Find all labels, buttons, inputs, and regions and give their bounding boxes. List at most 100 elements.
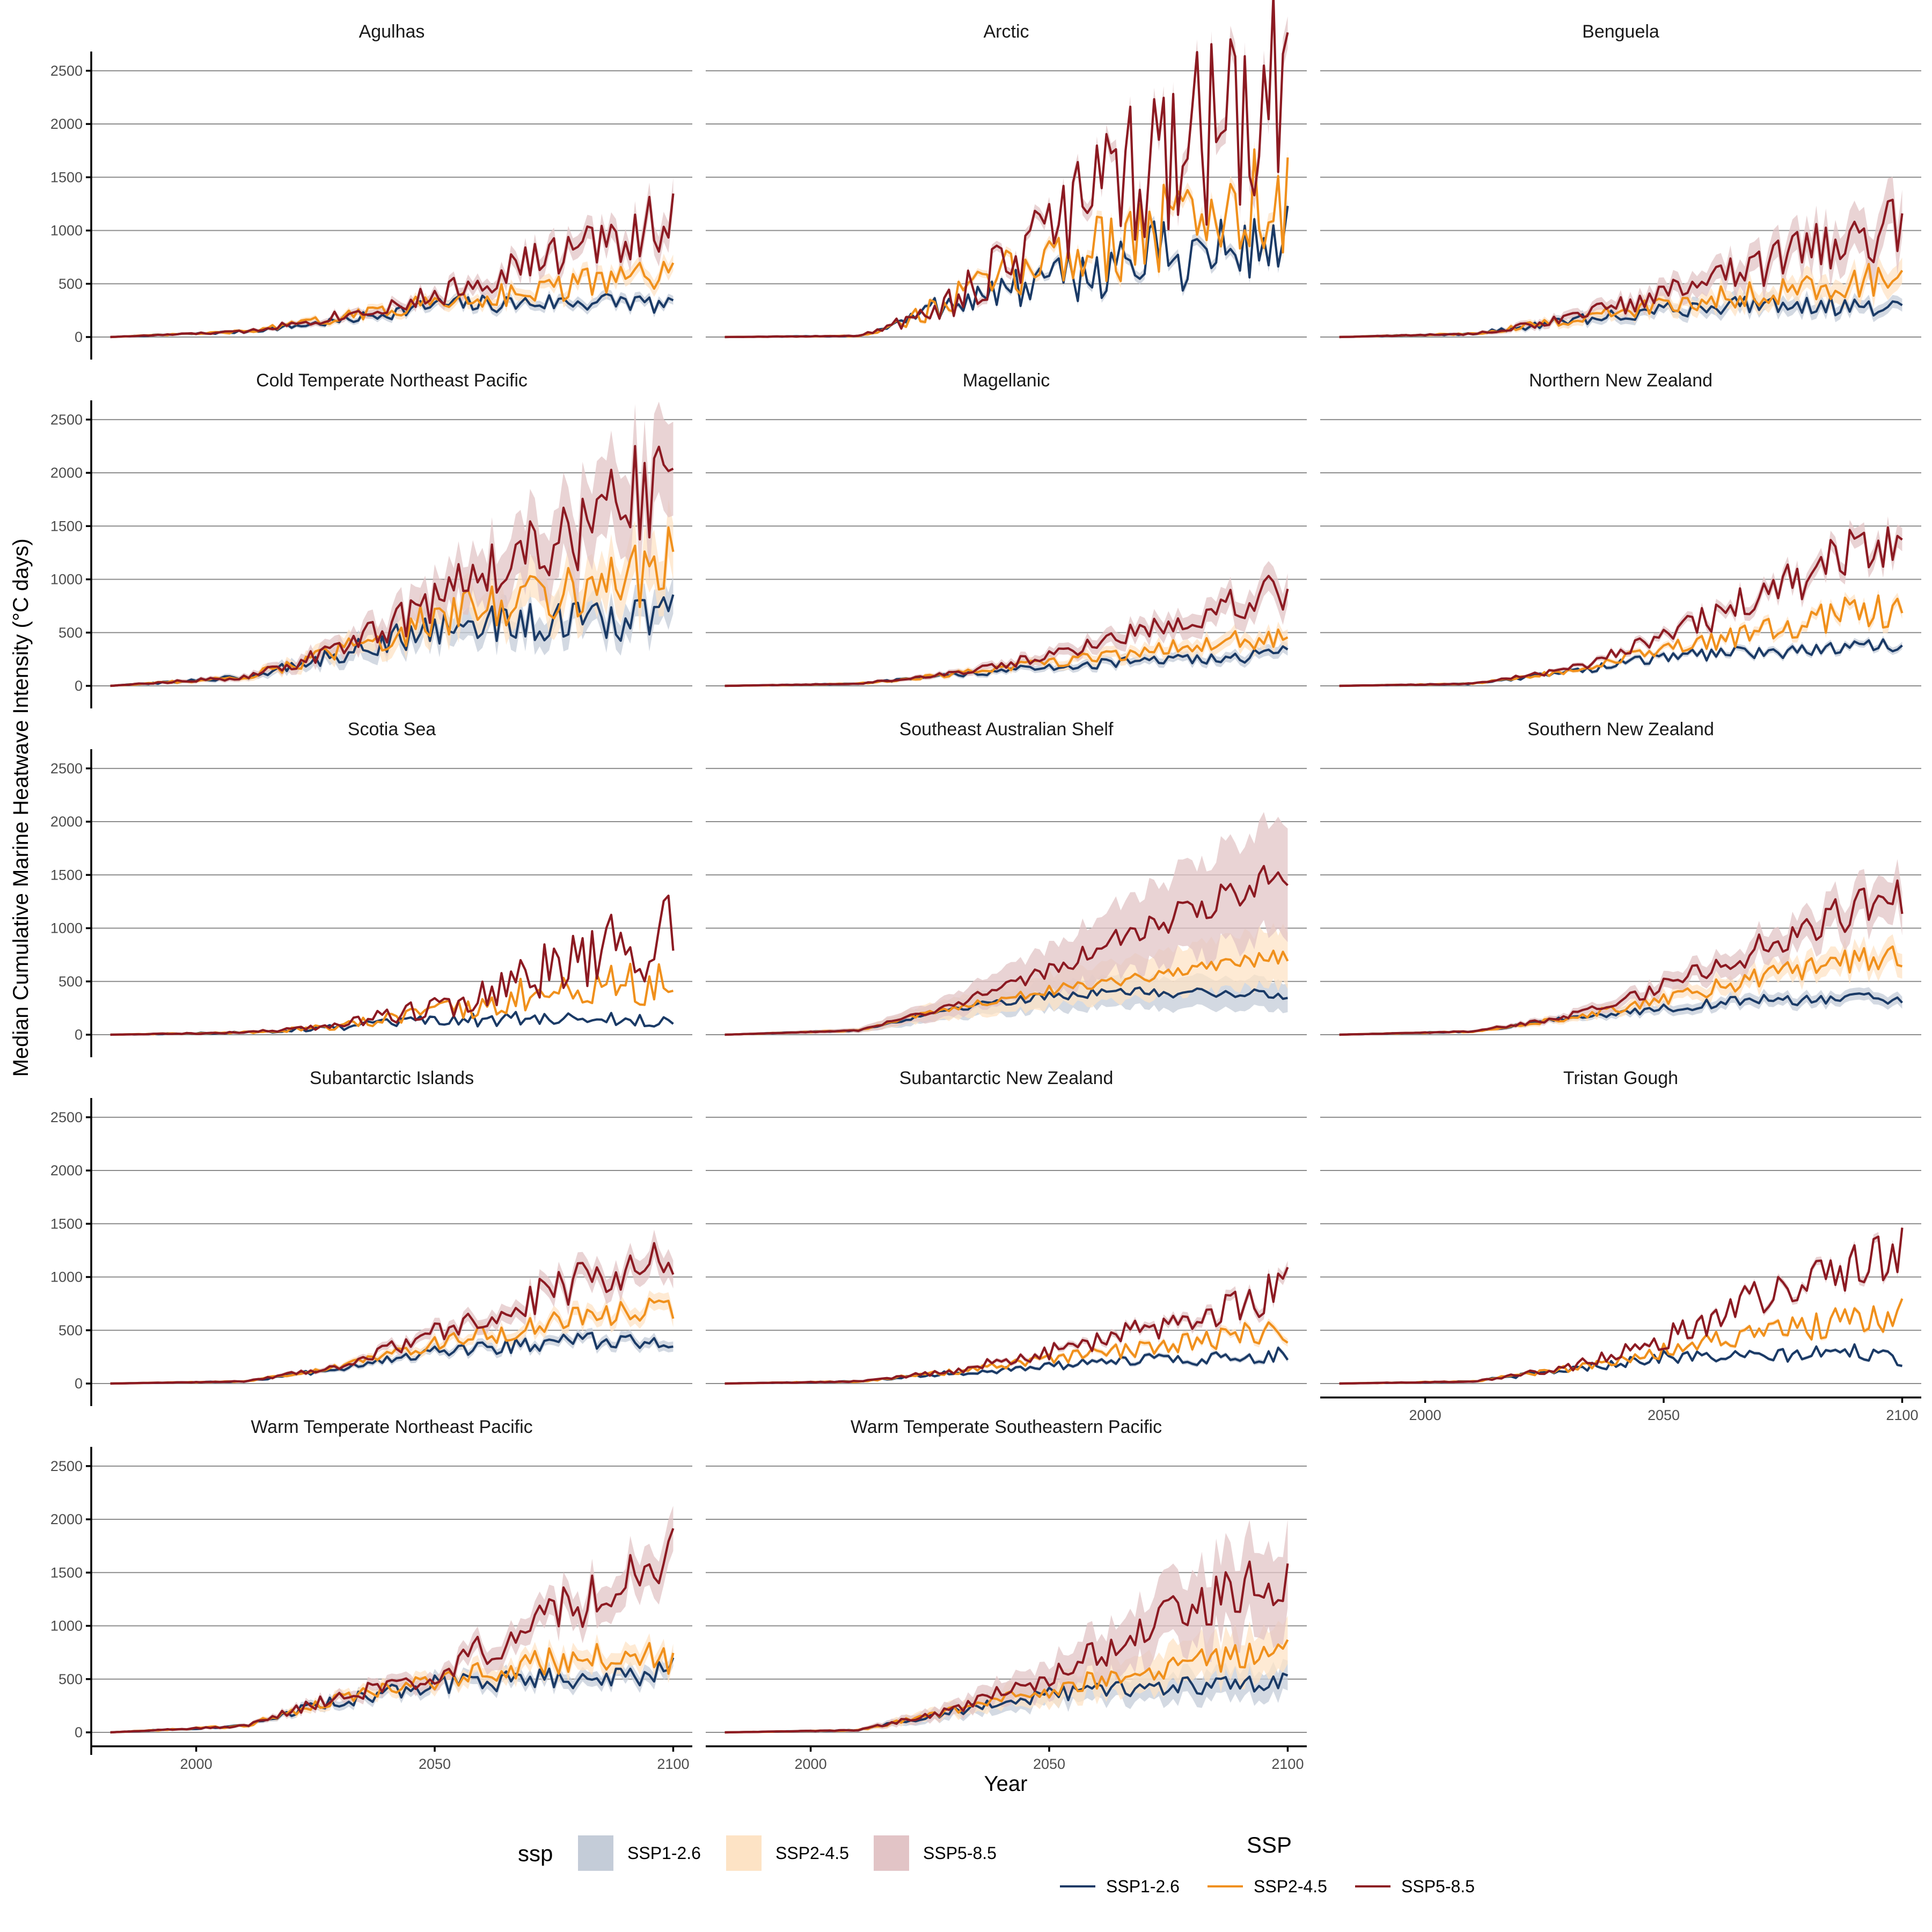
panel-cold-temperate-northeast-pacific: Cold Temperate Northeast Pacific 0 500 1000… [50,370,692,708]
y-tick-label: 0 [75,329,83,345]
y-tick-label: 2500 [50,1109,83,1125]
x-tick-label: 2050 [419,1756,451,1772]
panel-warm-temperate-northeast-pacific: Warm Temperate Northeast Pacific 0 500 1000… [50,1417,692,1772]
y-tick-label: 1500 [50,169,83,185]
legend-line-title: SSP [1247,1832,1292,1857]
y-tick-label: 2500 [50,760,83,777]
panel-title: Southeast Australian Shelf [899,719,1114,740]
series-line-ssp2-4.5 [724,1321,1289,1385]
y-tick-label: 500 [58,1322,83,1338]
panel-title: Northern New Zealand [1529,370,1713,391]
ribbon-ssp5-8.5 [1339,177,1902,337]
x-tick-label: 2000 [795,1756,827,1772]
y-axis-title: Median Cumulative Marine Heatwave Intens… [9,538,33,1077]
panel-agulhas: Agulhas 0 500 1000 1500 2000 2500 [50,21,692,360]
panel-benguela: Benguela [1320,21,1921,339]
legend-line-label: SSP1-2.6 [1106,1877,1180,1896]
panel-magellanic: Magellanic [706,370,1307,687]
series-line-ssp5-8.5 [110,1528,675,1734]
y-tick-label: 1500 [50,518,83,534]
panel-title: Subantarctic Islands [310,1068,474,1088]
panel-arctic: Arctic [706,0,1307,339]
panel-scotia-sea: Scotia Sea 0 500 1000 1500 2000 2500 [50,719,692,1057]
legend-ribbon-swatch [874,1835,909,1871]
series-line-ssp5-8.5 [724,0,1289,339]
series-line-ssp5-8.5 [724,1560,1289,1734]
series-line-ssp5-8.5 [110,894,675,1036]
y-tick-label: 1500 [50,867,83,883]
y-tick-label: 1000 [50,920,83,936]
x-tick-label: 2050 [1648,1407,1680,1423]
series-line-ssp5-8.5 [724,574,1289,687]
series-line-ssp2-4.5 [1339,1298,1904,1385]
legend-ribbon-label: SSP2-4.5 [775,1843,849,1863]
y-tick-label: 0 [75,1375,83,1392]
panel-title: Tristan Gough [1563,1068,1678,1088]
ribbon-ssp5-8.5 [724,1261,1288,1384]
y-tick-label: 1000 [50,223,83,239]
x-axis-title: Year [984,1772,1028,1796]
y-tick-label: 2000 [50,814,83,830]
y-tick-label: 1500 [50,1216,83,1232]
series-line-ssp1-2.6 [110,1011,674,1036]
legend-ribbon-label: SSP5-8.5 [923,1843,997,1863]
legend-ribbon-swatch [578,1835,613,1871]
y-tick-label: 0 [75,1027,83,1043]
y-tick-label: 2500 [50,63,83,79]
y-tick-label: 2000 [50,116,83,132]
y-tick-label: 2500 [50,412,83,428]
panel-title: Scotia Sea [348,719,436,740]
series-line-ssp5-8.5 [110,445,674,687]
panel-title: Magellanic [963,370,1050,391]
y-tick-label: 2000 [50,1162,83,1179]
series-line-ssp5-8.5 [1339,526,1903,687]
y-tick-label: 500 [58,625,83,641]
panel-title: Benguela [1582,21,1659,42]
series-line-ssp5-8.5 [110,193,675,339]
x-tick-label: 2100 [657,1756,689,1772]
y-tick-label: 500 [58,974,83,990]
ribbon-ssp5-8.5 [724,812,1288,1035]
y-tick-label: 2000 [50,1511,83,1527]
x-tick-label: 2000 [180,1756,213,1772]
y-tick-label: 1500 [50,1564,83,1580]
ribbon-ssp2-4.5 [724,1615,1288,1732]
legend-ribbon-title: ssp [518,1841,553,1866]
panel-title: Agulhas [359,21,425,42]
ribbon-ssp5-8.5 [724,1519,1288,1732]
panel-title: Warm Temperate Northeast Pacific [251,1417,532,1437]
panel-warm-temperate-southeastern-pacific: Warm Temperate Southeastern Pacific 2000 2… [706,1417,1307,1772]
panels-group: Agulhas 0 500 1000 1500 2000 2500 Arctic Benguel… [50,0,1921,1772]
ribbon-ssp1-2.6 [724,1345,1288,1384]
ribbon-ssp2-4.5 [110,253,674,337]
ribbon-ssp2-4.5 [1339,252,1902,337]
series-line-ssp2-4.5 [1339,945,1903,1036]
y-tick-label: 2500 [50,1458,83,1474]
x-tick-label: 2100 [1271,1756,1304,1772]
legend-line-keys: SSP1-2.6 SSP2-4.5 SSP5-8.5 [1060,1877,1475,1896]
panel-northern-new-zealand: Northern New Zealand [1320,370,1921,687]
ribbon-ssp5-8.5 [110,1505,674,1732]
y-tick-label: 1000 [50,1269,83,1285]
ribbon-ssp2-4.5 [1339,1296,1902,1384]
panel-tristan-gough: Tristan Gough 2000 2050 2100 [1320,1068,1921,1423]
ribbon-ssp2-4.5 [724,1318,1288,1384]
panel-southeast-australian-shelf: Southeast Australian Shelf [706,719,1307,1036]
panel-title: Warm Temperate Southeastern Pacific [851,1417,1162,1437]
series-line-ssp5-8.5 [724,865,1289,1036]
x-tick-label: 2100 [1886,1407,1918,1423]
panel-title: Subantarctic New Zealand [899,1068,1114,1088]
legend-ribbon-label: SSP1-2.6 [627,1843,701,1863]
panel-title: Southern New Zealand [1527,719,1714,740]
ribbon-ssp5-8.5 [110,401,674,686]
x-tick-label: 2050 [1033,1756,1065,1772]
x-tick-label: 2000 [1409,1407,1441,1423]
legend: ssp SSP SSP1-2.6 SSP2-4.5 SSP5-8.5 SSP1-2.… [518,1832,1475,1896]
ribbon-ssp2-4.5 [724,923,1288,1035]
y-tick-label: 500 [58,276,83,292]
panel-subantarctic-islands: Subantarctic Islands 0 500 1000 1500 2000 2500 [50,1068,692,1406]
series-line-ssp5-8.5 [724,1267,1289,1385]
series-line-ssp5-8.5 [1339,879,1904,1036]
legend-ribbon-swatch [726,1835,762,1871]
